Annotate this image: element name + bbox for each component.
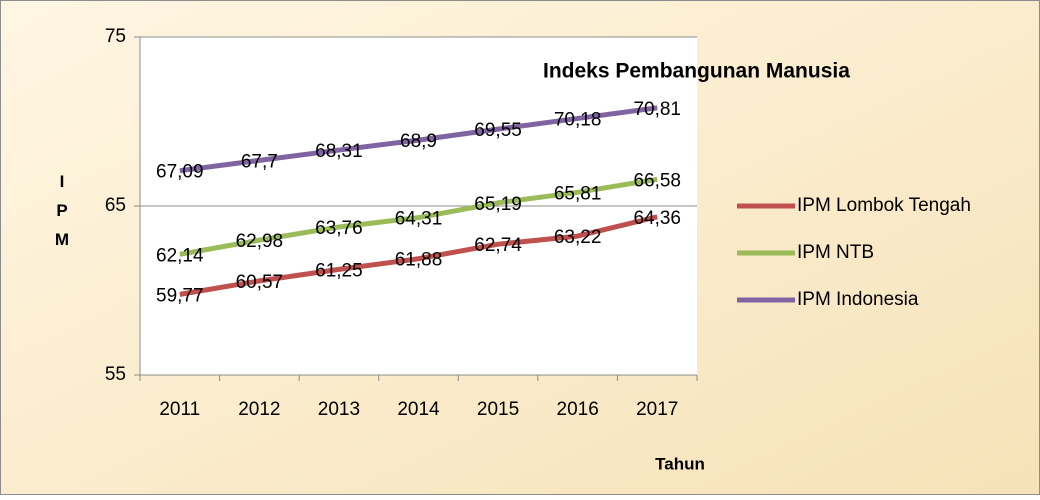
y-tick-label: 55	[105, 364, 126, 385]
data-label: 70,18	[554, 109, 602, 130]
data-label: 62,74	[474, 235, 522, 256]
legend-label: IPM Indonesia	[797, 289, 919, 310]
data-label: 67,7	[241, 151, 278, 172]
chart-title: Indeks Pembangunan Manusia	[543, 60, 850, 83]
data-label: 60,57	[236, 272, 284, 293]
data-label: 63,22	[554, 227, 602, 248]
series-line	[179, 105, 658, 174]
data-label: 62,98	[236, 231, 284, 252]
x-tick-label: 2014	[397, 399, 440, 420]
data-label: 64,36	[633, 208, 681, 229]
data-label: 68,31	[315, 141, 363, 162]
data-label: 65,19	[474, 194, 522, 215]
y-axis-label: IPM	[53, 172, 72, 259]
x-tick-label: 2012	[238, 399, 280, 420]
data-label: 68,9	[400, 131, 437, 152]
data-label: 70,81	[633, 99, 681, 120]
y-tick-label: 65	[105, 195, 126, 216]
data-label: 66,58	[633, 170, 681, 191]
series-line	[179, 176, 658, 257]
data-label: 63,76	[315, 218, 363, 239]
series-line	[179, 214, 658, 297]
x-tick-label: 2013	[318, 399, 360, 420]
x-tick-label: 2016	[557, 399, 599, 420]
y-tick-label: 75	[105, 26, 126, 47]
data-label: 69,55	[474, 120, 522, 141]
legend-label: IPM NTB	[797, 242, 874, 263]
data-label: 59,77	[156, 285, 204, 306]
x-tick-label: 2017	[636, 399, 678, 420]
x-axis-label: Tahun	[655, 454, 705, 473]
data-label: 65,81	[554, 183, 602, 204]
legend-label: IPM Lombok Tengah	[797, 195, 971, 216]
x-tick-label: 2011	[159, 399, 200, 420]
data-label: 64,31	[395, 209, 443, 230]
x-tick-label: 2015	[477, 399, 519, 420]
data-label: 61,25	[315, 260, 363, 281]
data-label: 61,88	[395, 250, 443, 271]
data-label: 67,09	[156, 162, 204, 183]
data-label: 62,14	[156, 245, 204, 266]
